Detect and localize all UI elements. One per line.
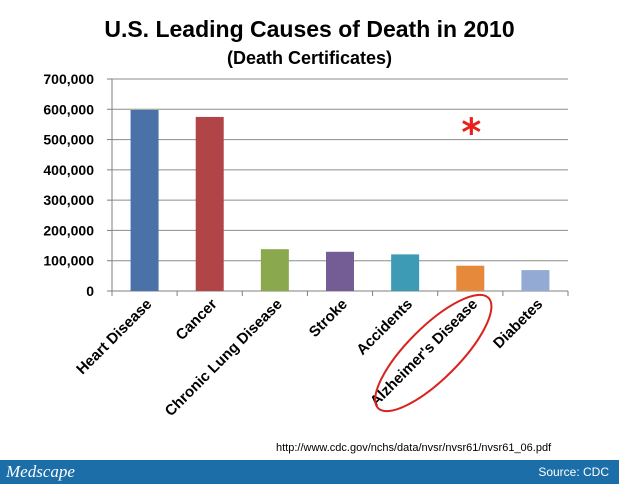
category-label: Diabetes — [490, 296, 546, 352]
bar — [195, 116, 224, 292]
highlight-ellipse — [374, 293, 493, 413]
medscape-logo: Medscape — [6, 462, 75, 481]
category-label: Chronic Lung Disease — [162, 296, 286, 420]
y-tick-label: 500,000 — [43, 132, 94, 148]
chart-title: U.S. Leading Causes of Death in 2010 — [104, 16, 515, 42]
category-label: Cancer — [173, 296, 221, 344]
bar — [130, 109, 159, 291]
bar-chart: 0 100,000 200,000 300,000 400,000 500,000 600,… — [43, 71, 569, 420]
category-label: Alzheimer's Disease — [367, 296, 481, 410]
source-url: http://www.cdc.gov/nchs/data/nvsr/nvsr61… — [276, 442, 552, 454]
source-credit: Source: CDC — [538, 465, 609, 479]
y-tick-label: 400,000 — [43, 162, 94, 178]
y-tick-label: 100,000 — [43, 253, 94, 269]
y-tick-label: 700,000 — [43, 71, 94, 87]
bar — [456, 265, 485, 291]
y-tick-label: 0 — [86, 283, 94, 299]
y-tick-label: 200,000 — [43, 222, 94, 238]
category-label: Stroke — [306, 296, 351, 341]
footer-bar: Medscape Source: CDC — [0, 460, 619, 484]
y-tick-label: 600,000 — [43, 101, 94, 117]
category-label: Heart Disease — [73, 296, 155, 378]
asterisk-marker: * — [461, 111, 481, 155]
bar — [391, 254, 420, 291]
chart-subtitle: (Death Certificates) — [226, 48, 393, 68]
bar — [521, 270, 550, 291]
category-label: Accidents — [353, 296, 416, 359]
y-tick-label: 300,000 — [43, 192, 94, 208]
bar — [326, 251, 354, 291]
bar — [260, 249, 289, 291]
